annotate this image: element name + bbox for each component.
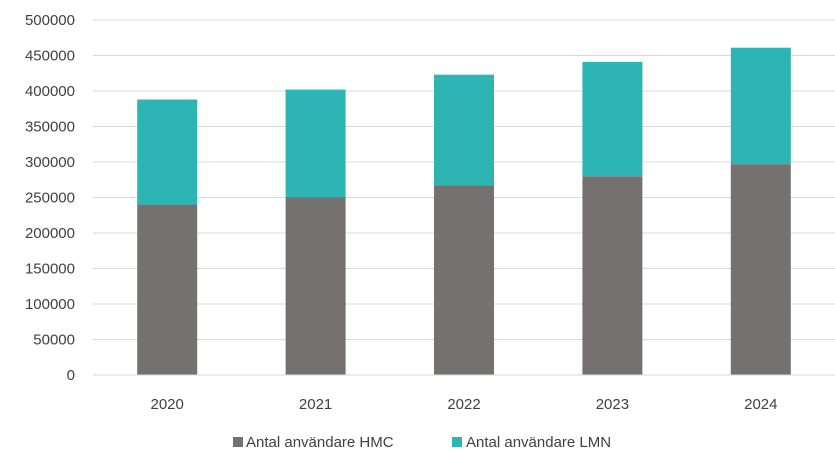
y-tick-label: 350000 [25, 119, 75, 136]
legend: Antal användare HMC Antal användare LMN [233, 434, 611, 451]
legend-label: Antal användare HMC [246, 434, 394, 451]
y-tick-label: 100000 [25, 296, 75, 313]
x-axis: 2020 2021 2022 2023 2024 [151, 396, 778, 413]
y-tick-label: 400000 [25, 83, 75, 100]
bar-lmn-2021 [285, 89, 346, 198]
y-tick-label: 0 [67, 367, 75, 384]
x-tick-label: 2021 [299, 396, 332, 413]
bar-hmc-2022 [434, 185, 494, 375]
y-tick-label: 200000 [25, 225, 75, 242]
x-tick-label: 2020 [151, 396, 184, 413]
bar-lmn-2022 [434, 74, 494, 186]
bar-hmc-2023 [582, 176, 643, 375]
y-tick-label: 500000 [25, 12, 75, 29]
y-tick-label: 250000 [25, 190, 75, 207]
bar-lmn-2020 [137, 99, 198, 205]
x-tick-label: 2024 [744, 396, 777, 413]
y-tick-label: 150000 [25, 261, 75, 278]
bars [137, 47, 791, 375]
y-tick-label: 450000 [25, 48, 75, 65]
bar-hmc-2020 [137, 204, 198, 375]
bar-lmn-2023 [582, 61, 643, 177]
legend-swatch [452, 437, 462, 447]
bar-hmc-2021 [285, 197, 346, 375]
legend-swatch [233, 437, 243, 447]
x-tick-label: 2023 [596, 396, 629, 413]
bar-lmn-2024 [730, 47, 791, 165]
legend-label: Antal användare LMN [466, 434, 611, 451]
bar-hmc-2024 [730, 164, 791, 375]
y-axis: 0 50000 100000 150000 200000 250000 300000 3500… [25, 12, 75, 384]
y-tick-label: 50000 [33, 332, 75, 349]
y-tick-label: 300000 [25, 154, 75, 171]
x-tick-label: 2022 [447, 396, 480, 413]
